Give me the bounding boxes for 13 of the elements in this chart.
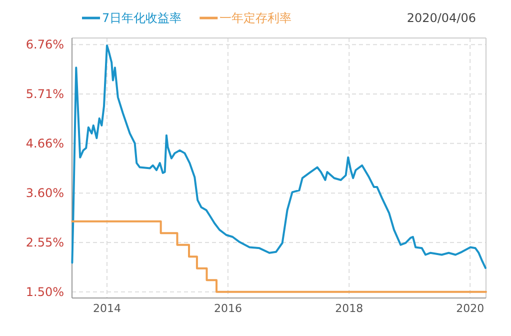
x-tick-label: 2016 [214, 302, 242, 315]
y-tick-label: 2.55% [26, 236, 64, 250]
legend-label: 一年定存利率 [220, 11, 292, 25]
y-tick-label: 4.66% [26, 136, 64, 150]
y-tick-label: 6.76% [26, 38, 64, 52]
y-tick-label: 3.60% [26, 186, 64, 200]
x-tick-label: 2014 [92, 302, 121, 315]
x-tick-label: 2020 [456, 302, 484, 315]
text: 2020/04/06 [406, 11, 476, 25]
legend-label: 7日年化收益率 [102, 11, 182, 25]
y-tick-label: 1.50% [26, 284, 64, 299]
x-tick-label: 2018 [335, 302, 364, 315]
y-tick-label: 5.71% [26, 86, 64, 101]
